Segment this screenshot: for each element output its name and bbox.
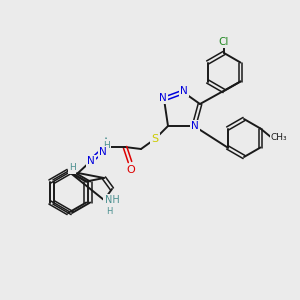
Text: N: N [159,93,167,103]
Text: H: H [106,206,112,215]
Text: N: N [87,156,95,166]
Text: H: H [69,164,75,172]
Text: CH₃: CH₃ [271,134,287,142]
Text: N: N [99,147,107,157]
Text: NH: NH [105,195,119,205]
Text: N: N [180,86,188,96]
Text: Cl: Cl [219,37,229,47]
Text: O: O [127,165,135,175]
Text: N: N [191,121,199,131]
Text: H: H [103,140,110,149]
Text: S: S [152,134,159,144]
